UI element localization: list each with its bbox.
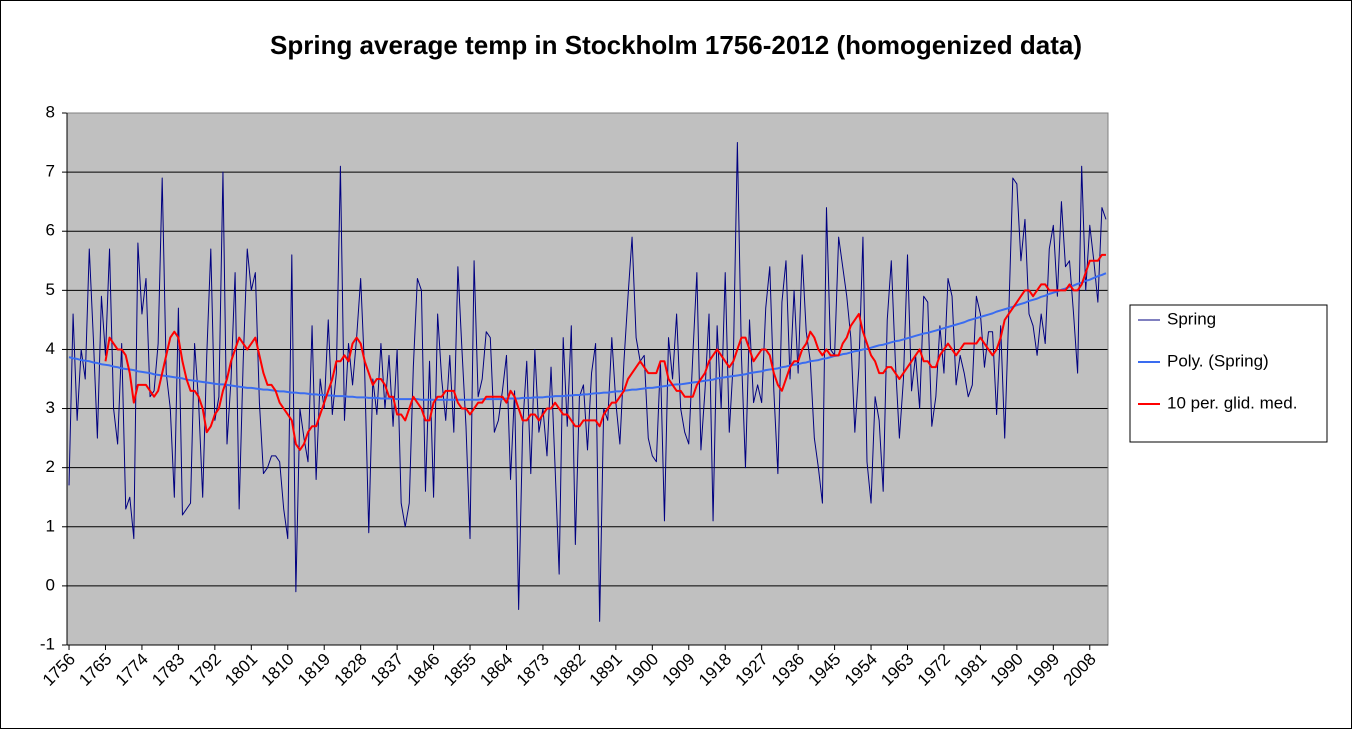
y-tick-label: -1 <box>40 634 55 653</box>
legend: Spring Poly. (Spring) 10 per. glid. med. <box>1129 304 1328 443</box>
legend-label: Spring <box>1167 309 1216 328</box>
plot-area <box>67 113 1108 645</box>
y-tick-label: 0 <box>46 575 55 594</box>
y-tick-label: 7 <box>46 162 55 181</box>
chart-title: Spring average temp in Stockholm 1756-20… <box>270 30 1082 60</box>
y-tick-label: 5 <box>46 280 55 299</box>
series-line <box>68 142 1107 622</box>
legend-box <box>1129 304 1328 443</box>
y-tick-label: 8 <box>46 102 55 121</box>
y-tick-label: 2 <box>46 457 55 476</box>
series-line <box>104 253 1106 451</box>
y-tick-label: 4 <box>46 339 55 358</box>
y-tick-label: 1 <box>46 516 55 535</box>
y-tick-label: 6 <box>46 221 55 240</box>
y-tick-label: 3 <box>46 398 55 417</box>
series-line <box>68 272 1107 401</box>
legend-label: Poly. (Spring) <box>1167 351 1269 370</box>
legend-label: 10 per. glid. med. <box>1167 393 1297 412</box>
